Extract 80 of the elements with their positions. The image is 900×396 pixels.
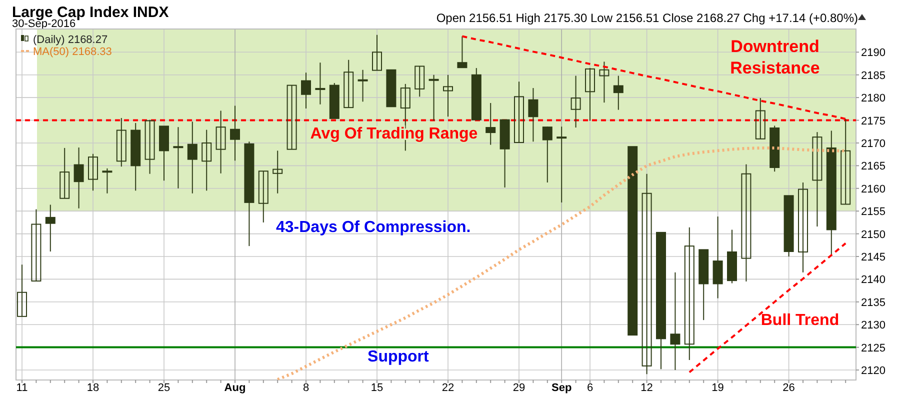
candlestick (599, 61, 610, 104)
candlestick (798, 182, 808, 273)
candlestick (216, 110, 226, 174)
y-tick-label: 2165 (861, 160, 886, 173)
y-tick-label: 2185 (861, 70, 886, 82)
candlestick (88, 153, 98, 192)
y-tick-label: 2145 (861, 251, 886, 264)
candlestick (315, 62, 326, 105)
candlestick (755, 98, 766, 140)
candlestick (570, 75, 581, 128)
candlestick (684, 226, 694, 361)
candlestick (272, 150, 283, 194)
y-tick-label: 2135 (861, 296, 886, 309)
candlestick (301, 72, 311, 109)
x-tick-label: 26 (782, 382, 795, 394)
candlestick (514, 81, 524, 144)
x-tick-label: 8 (302, 382, 310, 394)
candlestick (17, 264, 27, 317)
candlestick (74, 147, 84, 209)
candlestick (344, 59, 354, 108)
x-tick-label: Sep (552, 382, 572, 394)
x-tick-label: 15 (370, 382, 384, 394)
y-tick-label: 2150 (861, 228, 886, 241)
x-tick-label: 19 (712, 382, 724, 394)
candlestick (585, 68, 595, 122)
candlestick (613, 75, 624, 110)
candlestick (173, 126, 184, 189)
candlestick (187, 121, 198, 194)
candlestick (741, 164, 752, 282)
x-tick-label: 11 (16, 382, 28, 394)
candlestick (372, 34, 382, 71)
candlestick (486, 102, 496, 146)
y-tick-label: 2160 (861, 183, 886, 196)
x-tick-label: 22 (442, 382, 454, 394)
candlestick (414, 66, 425, 98)
candlestick (116, 118, 126, 168)
candlestick (670, 272, 680, 371)
candlestick (528, 88, 538, 142)
y-tick-label: 2140 (861, 274, 886, 286)
candlestick (60, 147, 70, 199)
text: Open 2156.51 High 2175.30 Low 2156.51 Close 2168.27 Chg +17.14 (+0.80%) (436, 11, 858, 25)
candlestick (230, 105, 240, 162)
y-tick-label: 2175 (861, 115, 886, 128)
candlestick (542, 126, 552, 183)
x-tick-label: 25 (158, 382, 170, 394)
y-tick-label: 2180 (861, 92, 886, 105)
candlestick (840, 118, 851, 205)
x-tick-label: 29 (512, 382, 526, 394)
annotation: Bull Trend (760, 312, 840, 329)
candlestick (144, 119, 155, 174)
ref-line-label: Support (368, 348, 430, 366)
candlestick (457, 36, 468, 68)
candlestick (358, 69, 368, 102)
candlestick (443, 74, 453, 118)
candlestick (202, 129, 212, 192)
y-tick-label: 2120 (861, 365, 886, 378)
y-tick-label: 2130 (861, 320, 886, 332)
annotation: 43-Days Of Compression. (276, 219, 471, 236)
legend-label: (Daily) 2168.27 (33, 34, 108, 46)
candlestick (812, 132, 822, 228)
y-tick-label: 2190 (861, 47, 886, 60)
candlestick (556, 126, 567, 203)
y-tick-label: 2125 (861, 342, 886, 354)
candlestick (286, 84, 297, 150)
x-tick-label: 18 (86, 382, 100, 394)
y-tick-label: 2155 (861, 206, 886, 218)
y-tick-label: 2170 (861, 138, 886, 150)
x-tick-label: 6 (586, 382, 594, 394)
chart-subtitle: 30-Sep-2016 (12, 18, 76, 30)
candlestick (258, 170, 268, 223)
line-series (688, 242, 847, 374)
candlestick (712, 216, 723, 299)
candlestick (102, 168, 112, 194)
candlestick (31, 208, 42, 282)
candlestick (45, 204, 56, 252)
legend-label: MA(50) 2168.33 (33, 46, 112, 58)
x-tick-label: Aug (224, 382, 246, 394)
annotation: Downtrend Resistance (730, 37, 820, 78)
candlestick (428, 74, 439, 122)
x-tick-label: 12 (640, 382, 653, 394)
